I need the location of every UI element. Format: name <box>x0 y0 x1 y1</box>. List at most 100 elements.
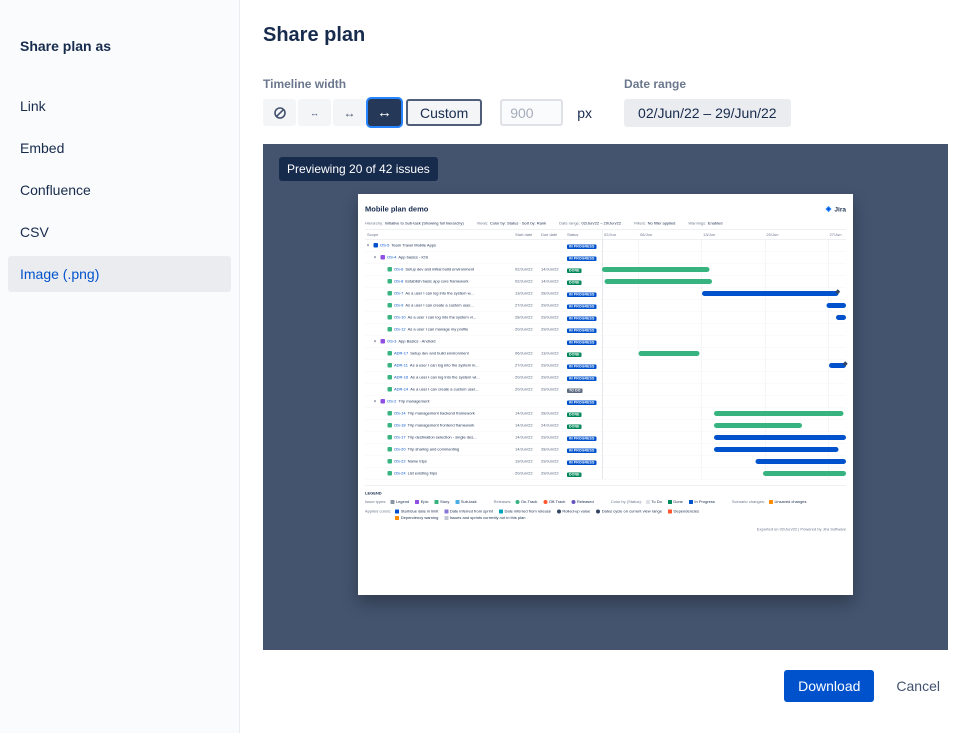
legend-item-label: Epic <box>420 499 429 505</box>
gantt-bar <box>602 267 710 272</box>
timeline-header: 02/Jun 06/Jun 13/Jun 20/Jun 27/Jun <box>602 230 846 239</box>
grid-line <box>602 239 603 480</box>
plan-row: ADR-16 As a user I can log into the syste… <box>365 372 846 384</box>
preview-count-badge: Previewing 20 of 42 issues <box>279 157 438 181</box>
width-preset-no-width-button[interactable] <box>263 99 296 126</box>
status-cell: IN PROGRESS <box>567 325 602 334</box>
status-badge: IN PROGRESS <box>567 376 597 381</box>
legend-item-label: Dependency warning <box>400 515 439 521</box>
width-input[interactable] <box>500 99 564 126</box>
legend-swatch <box>395 509 400 514</box>
status-column-header: Status <box>567 232 579 237</box>
plan-row: OS-20 Trip sharing and commenting 14/Jun/2… <box>365 444 846 456</box>
timeline-cell <box>602 360 846 372</box>
issue-summary: Establish basic app core framework <box>405 279 469 284</box>
custom-width-button[interactable]: Custom <box>406 99 483 126</box>
due-date-cell: 14/Jun/22 <box>541 267 559 272</box>
legend-item-label: Story <box>439 499 450 505</box>
legend-group-label: Scenario changes: <box>731 499 765 505</box>
legend-group: Scenario changes: Unsaved changes <box>732 500 807 505</box>
issue-scope-cell: OS-22 Name trips <box>365 459 515 464</box>
start-date-cell: 02/Jun/22 <box>515 267 533 272</box>
issue-summary: As a user I can create a custom user... <box>405 303 474 308</box>
timeline-cell <box>602 456 846 468</box>
width-preset-small-width-button[interactable]: ↔ <box>298 99 331 126</box>
legend-swatch <box>645 499 650 504</box>
plan-row: OS-12 As a user I can manage my profile 20… <box>365 324 846 336</box>
legend-swatch <box>455 499 460 504</box>
legend-item-label: On-Track <box>520 499 538 505</box>
plan-row: ▾ OS-4 App basics - iOS IN PROGRESS <box>365 252 846 264</box>
timeline-tick: 27/Jun <box>829 232 842 238</box>
legend-item-label: In Progress <box>694 499 715 505</box>
plan-export-footer: Exported on 02/Jun/22 | Powered by Jira … <box>756 527 846 532</box>
sidebar-item-image-png[interactable]: Image (.png) <box>8 256 231 292</box>
legend-item: Released <box>571 500 594 504</box>
status-cell: IN PROGRESS <box>567 337 602 346</box>
legend-item-label: To Do <box>651 499 662 505</box>
sidebar-item-confluence[interactable]: Confluence <box>20 182 91 198</box>
issue-summary: Trip management <box>398 399 430 404</box>
date-range-label: Date range <box>624 77 687 91</box>
legend-swatch <box>395 515 400 520</box>
plan-meta-label: Views: <box>476 221 489 226</box>
issue-summary: Trip management backend framework <box>407 411 475 416</box>
plan-meta-item: Warnings: Enabled <box>688 221 722 226</box>
issue-scope-cell: ▾ OS-5 Team Travel Mobile Apps <box>365 243 515 248</box>
status-cell: DONE <box>567 277 602 286</box>
story-type-icon <box>387 279 392 284</box>
issue-key: OS-9 <box>394 303 404 308</box>
due-date-cell: 29/Jun/22 <box>541 387 559 392</box>
story-type-icon <box>387 351 392 356</box>
legend-group: Applied colors: Start/due date in limit Da… <box>365 509 846 520</box>
legend-group: Issue types: Legend Epic Story Sub-task <box>365 500 477 505</box>
gantt-bar <box>763 471 846 476</box>
date-range-button[interactable]: 02/Jun/22 – 29/Jun/22 <box>624 99 791 127</box>
width-unit-label: px <box>577 104 593 121</box>
chevron-down-icon: ▾ <box>367 243 370 248</box>
chevron-down-icon: ▾ <box>374 255 377 260</box>
download-button[interactable]: Download <box>784 670 875 702</box>
width-preset-medium-width-button[interactable]: ↔ <box>333 99 366 126</box>
issue-summary: List existing trips <box>407 471 438 476</box>
legend-item: Date inferred from sprint <box>444 509 493 514</box>
plan-title: Mobile plan demo <box>365 204 429 214</box>
sidebar-item-csv[interactable]: CSV <box>20 224 49 240</box>
legend-item: Date inferred from release <box>498 509 551 514</box>
legend-group: Releases: On-Track Off-Track Released <box>494 500 594 505</box>
plan-row: OS-24 List existing trips 20/Jun/22 29/Jun/… <box>365 468 846 480</box>
gantt-bar <box>714 411 844 416</box>
plan-row: ADR-14 As a user I can create a custom us… <box>365 384 846 396</box>
story-type-icon <box>387 447 392 452</box>
plan-row: ▾ OS-2 Trip management IN PROGRESS <box>365 396 846 408</box>
issue-summary: As a user I can log into the system vi..… <box>407 315 477 320</box>
gantt-bar <box>714 435 846 440</box>
issue-scope-cell: ▾ OS-2 Trip management <box>365 399 515 404</box>
start-date-cell: 27/Jun/22 <box>515 363 533 368</box>
arrow-width-icon: ↔ <box>377 104 392 121</box>
width-preset-full-width-button[interactable]: ↔ <box>368 99 401 126</box>
issue-summary: As a user I can manage my profile <box>407 327 469 332</box>
due-date-cell: 28/Jun/22 <box>541 447 559 452</box>
issue-key: ADR-16 <box>394 375 409 380</box>
cancel-button[interactable]: Cancel <box>888 670 948 702</box>
plan-meta-label: Filters: <box>634 221 647 226</box>
legend-swatch <box>667 509 672 514</box>
legend-swatch <box>596 509 601 514</box>
timeline-tick: 02/Jun <box>604 232 617 238</box>
timeline-cell <box>602 432 846 444</box>
sidebar-item-embed[interactable]: Embed <box>20 140 65 156</box>
issue-scope-cell: OS-6 Setup dev and initial build environm… <box>365 267 515 272</box>
issue-summary: Trip management frontend framework <box>407 423 475 428</box>
sidebar-item-link[interactable]: Link <box>20 98 46 114</box>
issue-summary: Team Travel Mobile Apps <box>391 243 437 248</box>
plan-row: ▾ OS-3 App Basics - Android IN PROGRESS <box>365 336 846 348</box>
start-date-cell: 20/Jun/22 <box>515 375 533 380</box>
gantt-bar <box>714 447 839 452</box>
status-cell: IN PROGRESS <box>567 361 602 370</box>
status-badge: DONE <box>567 424 582 429</box>
issue-scope-cell: OS-17 Trip destination selection - single… <box>365 435 515 440</box>
plan-meta-label: Warnings: <box>688 221 707 226</box>
timeline-cell <box>602 312 846 324</box>
plan-meta-value: Enabled <box>707 221 723 226</box>
